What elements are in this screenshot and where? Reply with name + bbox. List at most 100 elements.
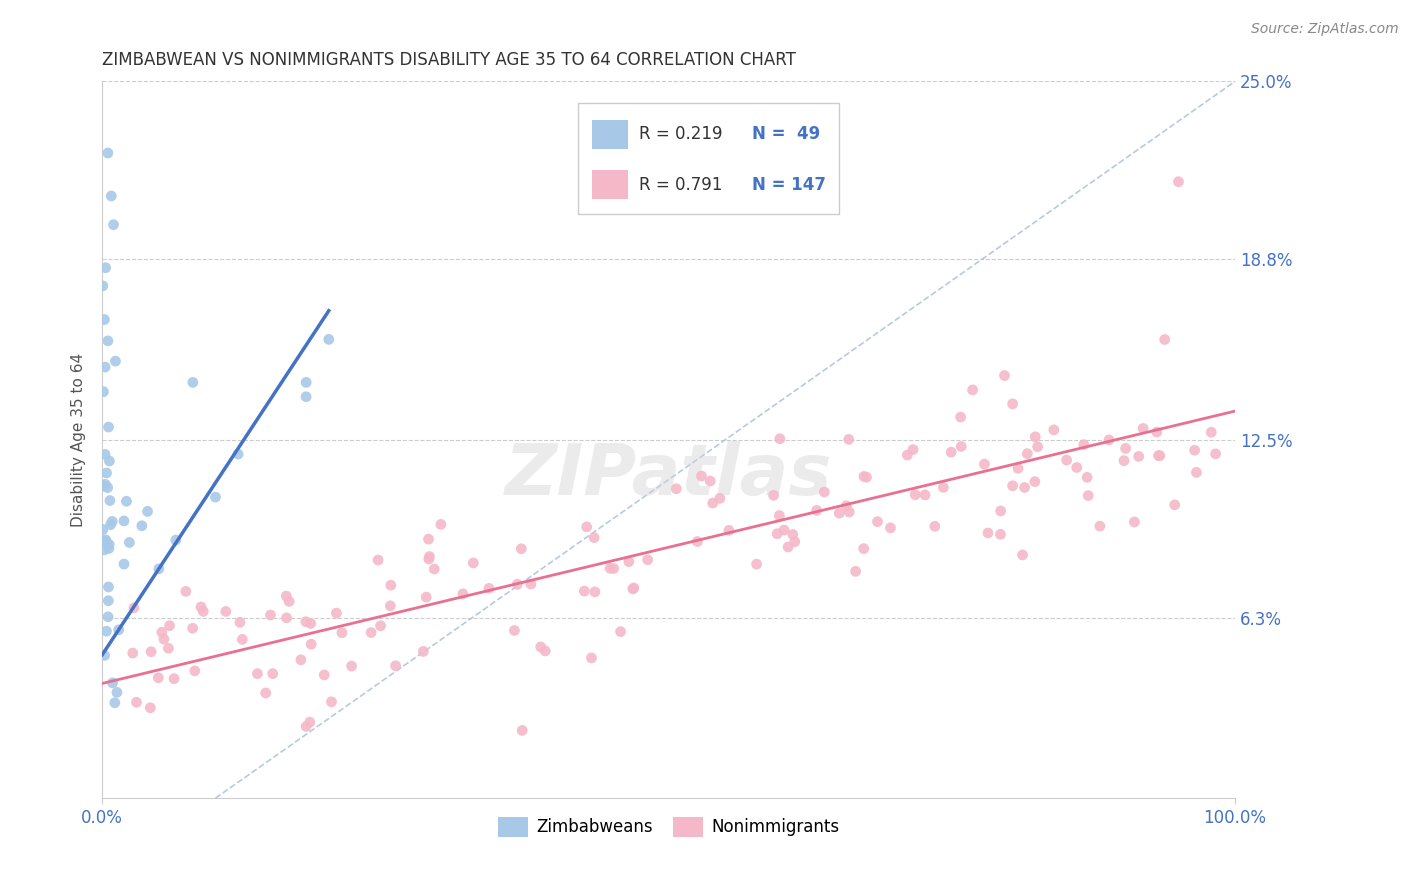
Point	[1014, 480, 1036, 494]
Point	[977, 526, 1000, 541]
Point	[1164, 498, 1187, 512]
Point	[91, 523, 114, 537]
Point	[107, 623, 129, 637]
Point	[295, 615, 318, 629]
Point	[690, 469, 713, 483]
Point	[157, 641, 180, 656]
Point	[478, 582, 501, 596]
Point	[94, 477, 117, 491]
Point	[136, 504, 159, 518]
Point	[94, 447, 117, 461]
Point	[1001, 479, 1024, 493]
Point	[204, 490, 226, 504]
Point	[159, 618, 181, 632]
Point	[325, 606, 347, 620]
Point	[828, 506, 851, 520]
Point	[914, 488, 936, 502]
Point	[314, 668, 336, 682]
Point	[430, 517, 453, 532]
Point	[418, 552, 440, 566]
Point	[709, 491, 731, 506]
Point	[510, 541, 533, 556]
Point	[101, 676, 124, 690]
Point	[617, 555, 640, 569]
Point	[380, 599, 402, 613]
Point	[105, 685, 128, 699]
Point	[637, 553, 659, 567]
Point	[1066, 460, 1088, 475]
Point	[165, 533, 187, 547]
Point	[112, 514, 135, 528]
FancyBboxPatch shape	[592, 120, 628, 149]
Point	[262, 666, 284, 681]
Text: ZIMBABWEAN VS NONIMMIGRANTS DISABILITY AGE 35 TO 64 CORRELATION CHART: ZIMBABWEAN VS NONIMMIGRANTS DISABILITY A…	[103, 51, 796, 69]
Point	[1184, 443, 1206, 458]
Point	[97, 481, 120, 495]
Point	[148, 671, 170, 685]
Point	[1112, 453, 1135, 467]
Point	[778, 540, 800, 554]
Point	[423, 562, 446, 576]
Point	[866, 515, 889, 529]
Point	[1201, 425, 1223, 440]
Point	[1123, 515, 1146, 529]
Point	[93, 542, 115, 557]
Point	[226, 447, 249, 461]
Point	[97, 593, 120, 607]
Point	[100, 189, 122, 203]
Point	[139, 645, 162, 659]
Point	[153, 632, 176, 646]
Point	[98, 493, 121, 508]
Point	[1076, 470, 1098, 484]
Point	[94, 260, 117, 275]
Point	[855, 470, 877, 484]
Point	[510, 723, 533, 738]
Point	[184, 664, 207, 678]
Point	[101, 515, 124, 529]
Point	[506, 577, 529, 591]
Point	[215, 604, 238, 618]
Point	[94, 360, 117, 375]
Legend: Zimbabweans, Nonimmigrants: Zimbabweans, Nonimmigrants	[491, 810, 846, 844]
Point	[118, 535, 141, 549]
Point	[104, 354, 127, 368]
Point	[259, 607, 281, 622]
Point	[254, 686, 277, 700]
Point	[762, 488, 785, 502]
Point	[229, 615, 252, 630]
Point	[621, 582, 644, 596]
Point	[97, 541, 120, 556]
Point	[125, 695, 148, 709]
Point	[1146, 425, 1168, 439]
Point	[1115, 442, 1137, 456]
Point	[246, 666, 269, 681]
Point	[193, 604, 215, 618]
Point	[583, 531, 606, 545]
Point	[990, 527, 1012, 541]
Point	[150, 625, 173, 640]
Point	[93, 312, 115, 326]
Point	[962, 383, 984, 397]
Point	[702, 496, 724, 510]
Point	[148, 562, 170, 576]
Point	[295, 719, 318, 733]
Point	[97, 609, 120, 624]
Point	[993, 368, 1015, 383]
Point	[93, 648, 115, 663]
Point	[896, 448, 918, 462]
Point	[121, 646, 143, 660]
Point	[503, 624, 526, 638]
Point	[384, 658, 406, 673]
Text: R = 0.219: R = 0.219	[640, 126, 723, 144]
Point	[1185, 466, 1208, 480]
Point	[131, 518, 153, 533]
Point	[1024, 430, 1046, 444]
Point	[451, 587, 474, 601]
Point	[1026, 440, 1049, 454]
Point	[290, 653, 312, 667]
Point	[1011, 548, 1033, 562]
Point	[91, 479, 114, 493]
Point	[295, 390, 318, 404]
Point	[766, 526, 789, 541]
Point	[1073, 437, 1095, 451]
